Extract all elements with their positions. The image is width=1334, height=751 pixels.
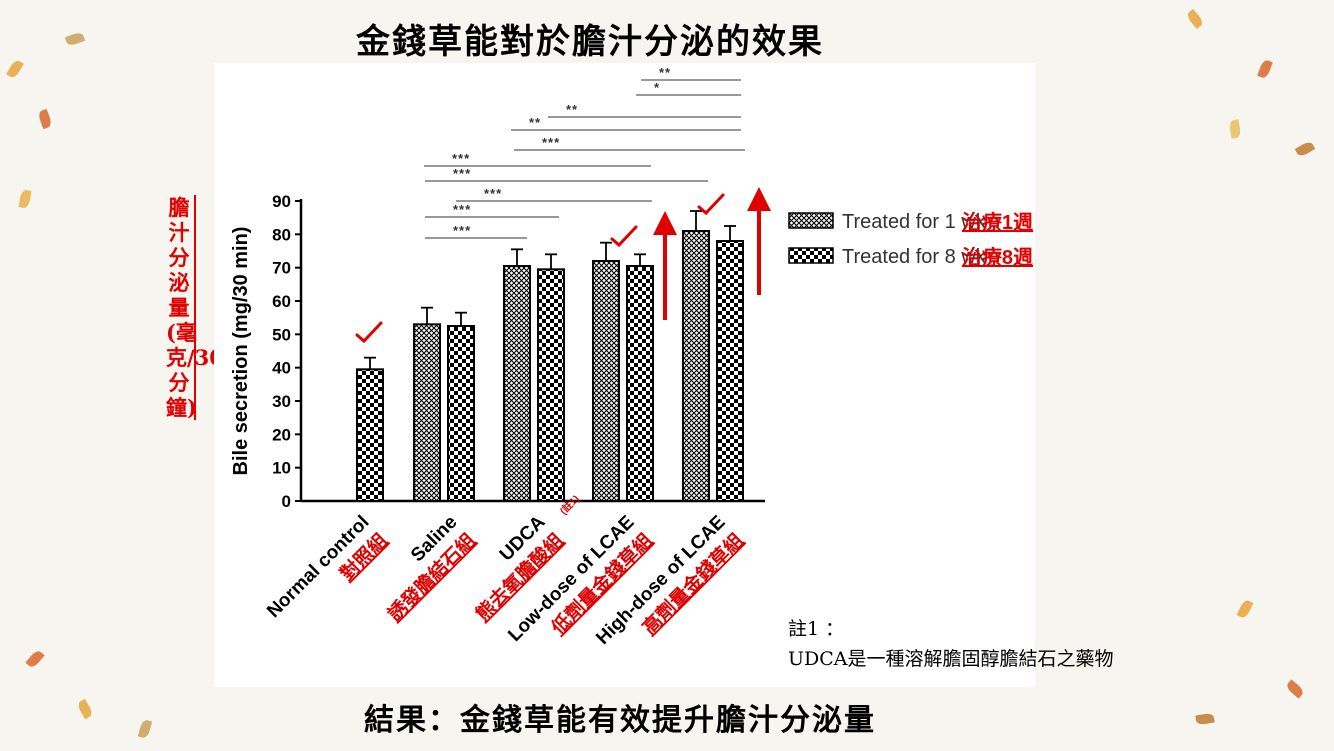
significance-label: *** (542, 135, 560, 150)
legend-label-1: Treated for 1 wk (842, 211, 987, 233)
leaf-decoration (1294, 140, 1316, 158)
leaf-decoration (1195, 712, 1215, 726)
chart-panel: 0 10 20 30 40 50 60 70 80 90 Bile secretion (mg/30… (214, 63, 1035, 687)
y-tick-label: 90 (272, 192, 291, 211)
y-tick-label: 80 (272, 225, 291, 244)
significance-label: ** (529, 115, 541, 130)
leaf-decoration (1236, 598, 1254, 620)
y-tick-label: 60 (272, 292, 291, 311)
significance-label: ** (659, 65, 671, 80)
leaf-decoration (1257, 58, 1273, 80)
leaf-decoration (137, 719, 153, 739)
bar-1-1 (413, 323, 441, 503)
check-mark-icon (610, 225, 638, 248)
bar-2-1 (447, 325, 475, 502)
y-tick-label: 70 (272, 259, 291, 278)
footnote-title: 註1 ： (788, 618, 845, 640)
bar-chart: 0 10 20 30 40 50 60 70 80 90 Bile secretion (mg/30… (230, 65, 1033, 649)
leaf-decoration (18, 189, 32, 209)
result-text: 結果：金錢草能有效提升膽汁分泌量 (364, 703, 876, 738)
check-mark-icon (697, 193, 725, 216)
y-tick-label: 50 (272, 325, 291, 344)
y-tick-label: 30 (272, 392, 291, 411)
significance-label: *** (452, 151, 470, 166)
legend-swatch-1 (788, 212, 834, 229)
legend-label-2: Treated for 8 wk (842, 246, 987, 268)
bar-1-4 (682, 230, 710, 502)
footnote-text: UDCA是一種溶解膽固醇膽結石之藥物 (788, 648, 1114, 670)
footnote: 註1 ： UDCA是一種溶解膽固醇膽結石之藥物 (788, 614, 1114, 674)
y-tick-label: 20 (272, 425, 291, 444)
legend-label-chinese-2: 治療8週 (962, 245, 1033, 269)
significance-label: *** (453, 166, 471, 181)
leaf-decoration (25, 648, 45, 670)
significance-label: * (654, 80, 660, 95)
bar-1-3 (592, 260, 620, 502)
significance-label: *** (453, 202, 471, 217)
bar-2-3 (626, 265, 654, 502)
significance-label: *** (484, 186, 502, 201)
leaf-decoration (37, 108, 53, 130)
chinese-y-axis-label: 膽汁分泌量(毫克/30分鐘) (166, 195, 224, 420)
bar-2-0 (356, 368, 384, 503)
leaf-decoration (1228, 119, 1242, 139)
legend-label-chinese-1: 治療1週 (962, 210, 1033, 234)
y-tick-label: 10 (272, 459, 291, 478)
significance-label: *** (453, 223, 471, 238)
bar-2-2 (537, 268, 565, 502)
check-mark-icon (355, 321, 383, 344)
slide-title: 金錢草能對於膽汁分泌的效果 (356, 22, 824, 62)
y-axis-label: Bile secretion (mg/30 min) (230, 227, 252, 476)
leaf-decoration (64, 31, 86, 47)
leaf-decoration (1185, 8, 1205, 30)
y-tick-label: 0 (282, 492, 291, 511)
bar-1-2 (503, 265, 531, 502)
leaf-decoration (1284, 679, 1306, 699)
significance-label: ** (566, 102, 578, 117)
y-tick-label: 40 (272, 359, 291, 378)
leaf-decoration (6, 58, 24, 80)
bar-2-4 (716, 240, 744, 502)
legend-swatch-2 (788, 247, 834, 264)
leaf-decoration (76, 698, 94, 720)
